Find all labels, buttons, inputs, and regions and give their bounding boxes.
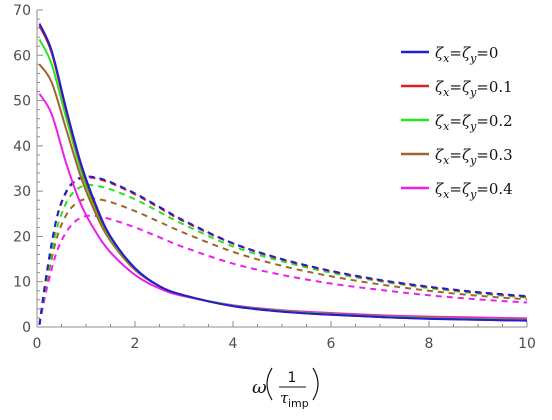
legend-label-part-z1: ζ: [435, 112, 444, 130]
legend-label-part-val: 0.2: [489, 112, 513, 130]
legend-label-part-eq2: =: [476, 112, 489, 130]
legend-label-part-val: 0.1: [489, 78, 513, 96]
legend-label-part-s1: x: [443, 52, 450, 65]
y-tick-label: 20: [13, 229, 31, 245]
legend-label-part-s2: y: [469, 188, 477, 201]
legend-label-part-val: 0: [489, 44, 499, 62]
legend-entry-1: ζx=ζy=0.1: [401, 78, 513, 99]
legend-label-part-s2: y: [469, 52, 477, 65]
x-tick-label: 4: [229, 336, 238, 352]
legend-label-part-eq1: =: [449, 146, 462, 164]
legend-entry-4: ζx=ζy=0.4: [401, 180, 513, 201]
legend: ζx=ζy=0ζx=ζy=0.1ζx=ζy=0.2ζx=ζy=0.3ζx=ζy=…: [401, 44, 513, 201]
legend-label-part-z2: ζ: [462, 44, 471, 62]
legend-label-part-val: 0.4: [489, 180, 513, 198]
legend-label-part-eq2: =: [476, 180, 489, 198]
legend-label-part-eq1: =: [449, 112, 462, 130]
series-line-dashed-4: [38, 214, 528, 325]
legend-label-part-z2: ζ: [462, 180, 471, 198]
x-axis-label-left-paren: [266, 367, 273, 401]
legend-label-part-s1: x: [443, 120, 450, 133]
y-tick-label: 10: [13, 275, 31, 291]
series-layer: [38, 23, 528, 325]
series-line-dashed-3: [38, 197, 528, 325]
legend-label-0: ζx=ζy=0: [435, 44, 498, 65]
legend-label-part-eq1: =: [449, 180, 462, 198]
legend-label-part-s2: y: [469, 86, 477, 99]
y-tick-label: 50: [13, 94, 31, 110]
legend-label-4: ζx=ζy=0.4: [435, 180, 513, 201]
legend-label-part-eq2: =: [476, 78, 489, 96]
x-tick-label: 6: [327, 336, 336, 352]
legend-label-part-eq1: =: [449, 78, 462, 96]
series-line-dashed-0: [38, 175, 528, 325]
y-tick-label: 60: [13, 48, 31, 64]
y-tick-label: 70: [13, 3, 31, 19]
legend-label-part-eq1: =: [449, 44, 462, 62]
series-line-dashed-2: [38, 183, 528, 325]
legend-entry-2: ζx=ζy=0.2: [401, 112, 513, 133]
legend-entry-3: ζx=ζy=0.3: [401, 146, 513, 167]
x-tick-label: 0: [33, 336, 42, 352]
legend-label-part-s1: x: [443, 154, 450, 167]
legend-label-part-z1: ζ: [435, 44, 444, 62]
x-axis-label-right-paren: [312, 367, 319, 401]
y-tick-label: 40: [13, 139, 31, 155]
legend-label-1: ζx=ζy=0.1: [435, 78, 513, 99]
legend-label-part-z2: ζ: [462, 112, 471, 130]
x-axis-label-subscript: imp: [288, 397, 309, 410]
legend-label-part-z1: ζ: [435, 146, 444, 164]
series-line-solid-0: [38, 23, 528, 322]
x-axis-label-numerator: 1: [288, 370, 297, 386]
legend-label-part-s1: x: [443, 188, 450, 201]
legend-label-part-s1: x: [443, 86, 450, 99]
axes: 0 2 4 6 8 10 0 10 20 30 40 50 60 70: [13, 3, 536, 352]
legend-label-part-z1: ζ: [435, 78, 444, 96]
legend-label-part-eq2: =: [476, 146, 489, 164]
series-line-dashed-1: [38, 176, 528, 325]
legend-entry-0: ζx=ζy=0: [401, 44, 498, 65]
x-tick-label: 2: [131, 336, 140, 352]
x-tick-label: 10: [518, 336, 536, 352]
legend-label-part-z1: ζ: [435, 180, 444, 198]
x-tick-label: 8: [425, 336, 434, 352]
x-axis-label-tau: τ: [280, 389, 289, 407]
x-axis-label-omega: ω: [252, 377, 267, 398]
y-tick-label: 30: [13, 184, 31, 200]
legend-label-part-eq2: =: [476, 44, 489, 62]
y-tick-label: 0: [22, 320, 31, 336]
legend-label-2: ζx=ζy=0.2: [435, 112, 513, 133]
legend-label-part-s2: y: [469, 154, 477, 167]
legend-label-3: ζx=ζy=0.3: [435, 146, 513, 167]
series-line-solid-1: [38, 25, 528, 322]
legend-label-part-z2: ζ: [462, 78, 471, 96]
legend-label-part-val: 0.3: [489, 146, 513, 164]
legend-label-part-z2: ζ: [462, 146, 471, 164]
legend-label-part-s2: y: [469, 120, 477, 133]
x-axis-label: ω 1 τ imp: [252, 367, 319, 410]
